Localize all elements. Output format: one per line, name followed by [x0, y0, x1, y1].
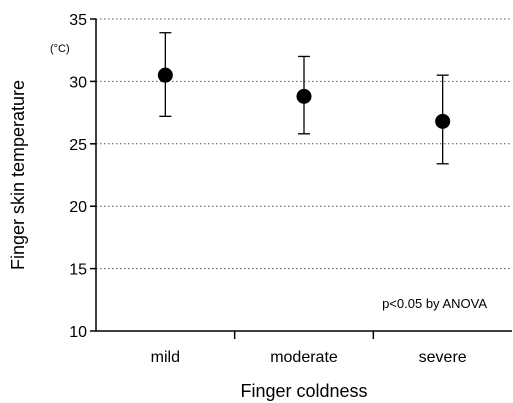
y-tick-label: 30 — [69, 74, 87, 91]
data-point — [435, 113, 451, 129]
y-ticks: 10 15 20 25 30 35 — [69, 12, 96, 341]
x-axis-title: Finger coldness — [240, 381, 367, 401]
y-tick-label: 25 — [69, 137, 87, 154]
y-unit-label: (°C) — [50, 43, 70, 55]
y-tick-label: 10 — [69, 324, 87, 341]
axes — [95, 19, 512, 332]
y-tick-label: 35 — [69, 12, 87, 29]
x-tick-label: severe — [419, 349, 467, 366]
x-tick-label: moderate — [270, 349, 338, 366]
y-axis-title: Finger skin temperature — [8, 80, 28, 270]
data-series — [157, 32, 451, 165]
x-tick-label: mild — [151, 349, 180, 366]
data-point — [296, 88, 312, 104]
data-point — [157, 67, 173, 83]
x-ticks: mild moderate severe — [151, 331, 467, 366]
annotation: p<0.05 by ANOVA — [382, 296, 487, 311]
y-tick-label: 15 — [69, 262, 87, 279]
y-tick-label: 20 — [69, 199, 87, 216]
